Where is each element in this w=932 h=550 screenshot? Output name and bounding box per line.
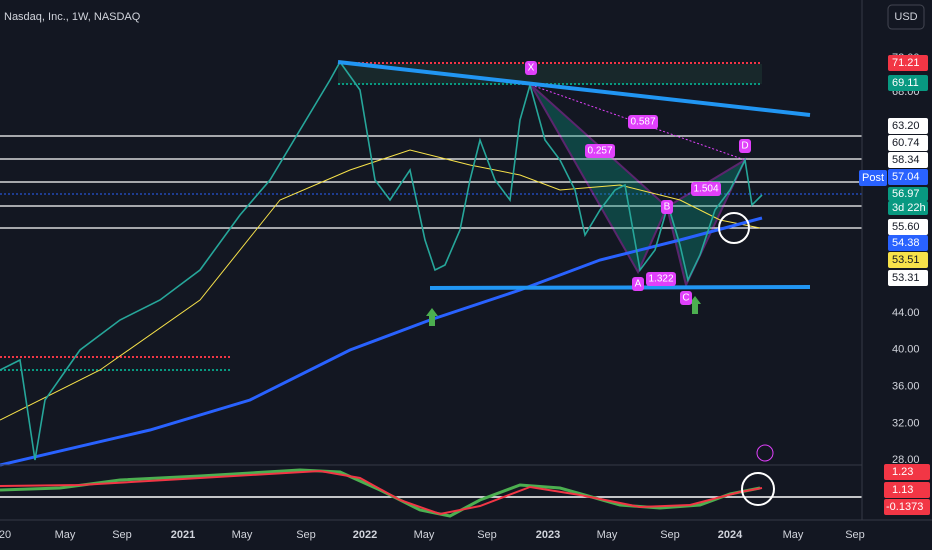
pattern-label: D (741, 141, 748, 152)
time-tick: Sep (296, 529, 316, 541)
pattern-tag (585, 144, 615, 158)
time-tick: May (232, 529, 253, 541)
price-badge-label: 58.34 (892, 154, 920, 166)
price-badge (888, 118, 928, 134)
ma-yellow (0, 149, 761, 421)
post-label: Post (862, 172, 884, 184)
zone (338, 64, 762, 84)
price-badge-label: 56.97 (892, 188, 920, 200)
price-badge (888, 252, 928, 268)
price-badge-label: 53.51 (892, 254, 920, 266)
indicator-badge (884, 464, 930, 480)
time-tick: Sep (477, 529, 497, 541)
pattern-tag (646, 272, 676, 286)
pattern-tag (680, 291, 692, 305)
price-tick: 32.00 (892, 417, 920, 429)
time-tick: May (414, 529, 435, 541)
price-tick: 40.00 (892, 344, 920, 356)
price-badge-label: 57.04 (892, 171, 920, 183)
alert-icon (756, 444, 774, 462)
indicator-badge-label: 1.23 (892, 466, 913, 478)
price-badge-label: 3d 22h (892, 202, 926, 214)
price-badge-label: 71.21 (892, 57, 920, 69)
price-tick: 36.00 (892, 381, 920, 393)
price-badge-label: 60.74 (892, 137, 920, 149)
price-badge (888, 187, 928, 201)
price-badge-label: 55.60 (892, 221, 920, 233)
indicator-badge-label: -0.1373 (886, 501, 923, 513)
price-tick: 28.00 (892, 454, 920, 466)
pattern-tag (661, 200, 673, 214)
time-tick: Sep (845, 529, 865, 541)
price-badge (888, 235, 928, 251)
pattern-label: B (664, 202, 671, 213)
price-badge (888, 270, 928, 286)
pattern-label: 1.504 (693, 184, 718, 195)
time-tick: Sep (660, 529, 680, 541)
pattern-label: 0.257 (587, 146, 612, 157)
pattern-tag (525, 61, 537, 75)
time-tick: May (55, 529, 76, 541)
time-tick: 20 (0, 529, 11, 541)
post-tag (859, 170, 887, 186)
pattern-label: C (682, 293, 689, 304)
price-tick: 44.00 (892, 307, 920, 319)
time-tick: Sep (112, 529, 132, 541)
highlight (718, 212, 750, 244)
macd (0, 468, 761, 518)
price-badge (888, 75, 928, 91)
price-badge-label: 53.31 (892, 272, 920, 284)
trendline (337, 60, 811, 117)
pattern-tag (739, 139, 751, 153)
time-tick: 2022 (353, 529, 377, 541)
pattern-label: 1.322 (648, 274, 673, 285)
currency-button[interactable] (887, 4, 925, 30)
time-tick: 2021 (171, 529, 195, 541)
price-badge-label: 54.38 (892, 237, 920, 249)
currency[interactable]: USD (894, 11, 917, 23)
pattern-tag (628, 115, 658, 129)
symbol-title: Nasdaq, Inc., 1W, NASDAQ (4, 11, 141, 23)
indicator-badge (884, 482, 930, 498)
pattern-label: A (635, 279, 642, 290)
indicator-badge-label: 1.13 (892, 484, 913, 496)
price-badge (888, 55, 928, 71)
price-badge (888, 201, 928, 215)
time-tick: May (597, 529, 618, 541)
price-badge (888, 169, 928, 185)
indicator-badge (884, 499, 930, 515)
pattern-label: X (528, 63, 535, 74)
highlight (741, 472, 775, 506)
time-tick: 2023 (536, 529, 560, 541)
price-badge (888, 152, 928, 168)
pattern-label: 0.587 (630, 117, 655, 128)
trendline (429, 285, 811, 290)
price-badge-label: 69.11 (892, 77, 919, 89)
pattern-tag (632, 277, 644, 291)
price-badge (888, 219, 928, 235)
arrow-up (426, 308, 438, 326)
time-tick: May (783, 529, 804, 541)
time-tick: 2024 (718, 529, 743, 541)
price (0, 60, 763, 461)
signal (0, 469, 763, 516)
levels (0, 135, 862, 229)
pattern-tag (691, 182, 721, 196)
price-badge-label: 63.20 (892, 120, 920, 132)
price-badge (888, 135, 928, 151)
